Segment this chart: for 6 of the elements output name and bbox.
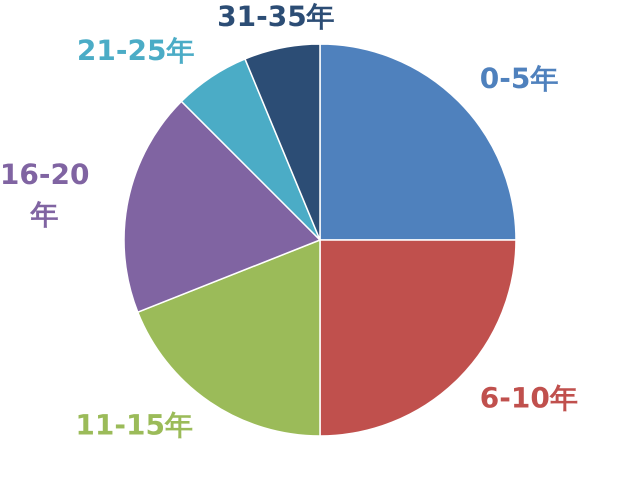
slice-label: 16-20年	[0, 158, 90, 231]
slice-label: 6-10年	[480, 381, 578, 414]
slice-label: 21-25年	[76, 34, 194, 67]
slice-label: 31-35年	[217, 0, 335, 33]
slice-label: 11-15年	[75, 408, 193, 442]
slice-label: 0-5年	[480, 62, 558, 95]
